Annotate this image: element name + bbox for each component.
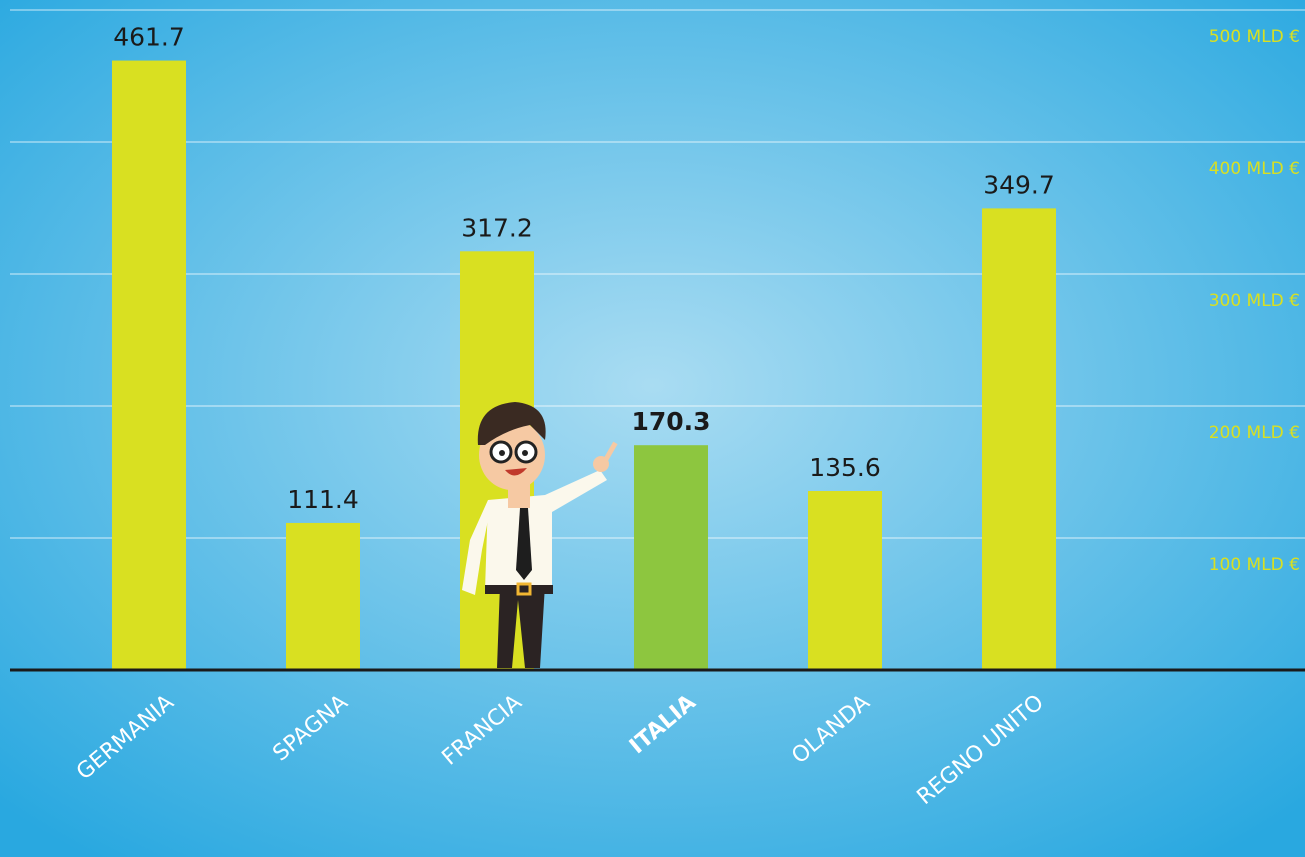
- bar: [634, 445, 708, 670]
- value-label: 317.2: [461, 213, 533, 242]
- bar: [112, 61, 186, 670]
- y-tick-label: 200 MLD €: [1209, 423, 1300, 443]
- page: 100 MLD € 200 MLD € 300 MLD € 400 MLD € 500 …: [0, 0, 1305, 857]
- y-tick-label: 400 MLD €: [1209, 159, 1300, 179]
- bar: [286, 523, 360, 670]
- bar: [982, 208, 1056, 670]
- value-label: 461.7: [113, 23, 185, 52]
- chart: 100 MLD € 200 MLD € 300 MLD € 400 MLD € 500 …: [0, 0, 1305, 857]
- value-label: 349.7: [983, 170, 1055, 199]
- value-label: 170.3: [631, 407, 710, 436]
- y-tick-label: 100 MLD €: [1209, 555, 1300, 575]
- y-tick-label: 300 MLD €: [1209, 291, 1300, 311]
- y-tick-label: 500 MLD €: [1209, 27, 1300, 47]
- value-label: 135.6: [809, 453, 881, 482]
- value-label: 111.4: [287, 485, 359, 514]
- bar: [808, 491, 882, 670]
